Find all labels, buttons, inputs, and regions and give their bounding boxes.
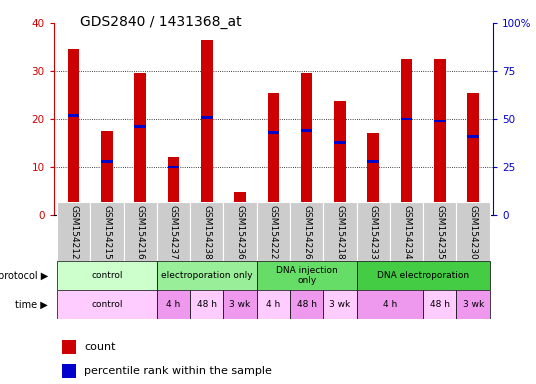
Bar: [257, 202, 290, 261]
Text: percentile rank within the sample: percentile rank within the sample: [84, 366, 272, 376]
Bar: [323, 290, 356, 319]
Bar: [123, 202, 157, 261]
Bar: [457, 202, 490, 261]
Bar: [68, 114, 79, 117]
Text: GSM154236: GSM154236: [235, 205, 244, 259]
Text: time ▶: time ▶: [16, 299, 48, 310]
Text: GSM154237: GSM154237: [169, 205, 178, 259]
Text: 4 h: 4 h: [166, 300, 181, 309]
Bar: [467, 135, 479, 138]
Text: DNA injection
only: DNA injection only: [276, 266, 338, 285]
Bar: [423, 202, 457, 261]
Bar: [267, 93, 279, 215]
Bar: [234, 192, 246, 215]
Text: 48 h: 48 h: [197, 300, 217, 309]
Bar: [356, 290, 423, 319]
Bar: [390, 202, 423, 261]
Bar: [356, 261, 490, 290]
Text: DNA electroporation: DNA electroporation: [377, 271, 469, 280]
Bar: [434, 59, 445, 215]
Text: GSM154218: GSM154218: [336, 205, 345, 259]
Bar: [323, 202, 356, 261]
Bar: [101, 160, 113, 163]
Bar: [367, 134, 379, 215]
Text: GSM154212: GSM154212: [69, 205, 78, 259]
Bar: [224, 202, 257, 261]
Bar: [57, 261, 157, 290]
Bar: [201, 116, 213, 119]
Bar: [467, 93, 479, 215]
Bar: [68, 50, 79, 215]
Bar: [168, 166, 180, 169]
Bar: [135, 125, 146, 128]
Text: GSM154234: GSM154234: [402, 205, 411, 259]
Text: GSM154222: GSM154222: [269, 205, 278, 259]
Text: 3 wk: 3 wk: [229, 300, 251, 309]
Text: protocol ▶: protocol ▶: [0, 270, 48, 281]
Bar: [157, 261, 257, 290]
Bar: [423, 290, 457, 319]
Bar: [62, 364, 76, 378]
Bar: [334, 141, 346, 144]
Bar: [290, 290, 323, 319]
Text: GSM154216: GSM154216: [136, 205, 145, 259]
Bar: [334, 101, 346, 215]
Bar: [57, 202, 90, 261]
Bar: [135, 73, 146, 215]
Bar: [157, 290, 190, 319]
Text: 4 h: 4 h: [383, 300, 397, 309]
Bar: [257, 261, 356, 290]
Bar: [62, 340, 76, 354]
Bar: [367, 160, 379, 163]
Text: GSM154215: GSM154215: [102, 205, 111, 259]
Bar: [301, 129, 312, 132]
Bar: [157, 202, 190, 261]
Text: GSM154226: GSM154226: [302, 205, 311, 259]
Bar: [267, 131, 279, 134]
Text: GSM154230: GSM154230: [468, 205, 478, 259]
Text: 3 wk: 3 wk: [463, 300, 484, 309]
Bar: [401, 59, 412, 215]
Bar: [301, 73, 312, 215]
Bar: [434, 119, 445, 122]
Bar: [201, 40, 213, 215]
Bar: [457, 290, 490, 319]
Text: GSM154235: GSM154235: [435, 205, 444, 259]
Bar: [234, 202, 246, 205]
Text: 48 h: 48 h: [430, 300, 450, 309]
Bar: [190, 202, 224, 261]
Text: GSM154238: GSM154238: [202, 205, 211, 259]
Bar: [168, 157, 180, 215]
Bar: [290, 202, 323, 261]
Bar: [190, 290, 224, 319]
Text: 48 h: 48 h: [296, 300, 317, 309]
Text: control: control: [91, 300, 123, 309]
Text: GSM154233: GSM154233: [369, 205, 378, 259]
Text: 3 wk: 3 wk: [329, 300, 351, 309]
Bar: [101, 131, 113, 215]
Text: electroporation only: electroporation only: [161, 271, 252, 280]
Bar: [224, 290, 257, 319]
Bar: [257, 290, 290, 319]
Text: GDS2840 / 1431368_at: GDS2840 / 1431368_at: [80, 15, 242, 29]
Text: 4 h: 4 h: [266, 300, 280, 309]
Text: count: count: [84, 342, 116, 352]
Bar: [401, 118, 412, 121]
Bar: [90, 202, 123, 261]
Text: control: control: [91, 271, 123, 280]
Bar: [356, 202, 390, 261]
Bar: [57, 290, 157, 319]
